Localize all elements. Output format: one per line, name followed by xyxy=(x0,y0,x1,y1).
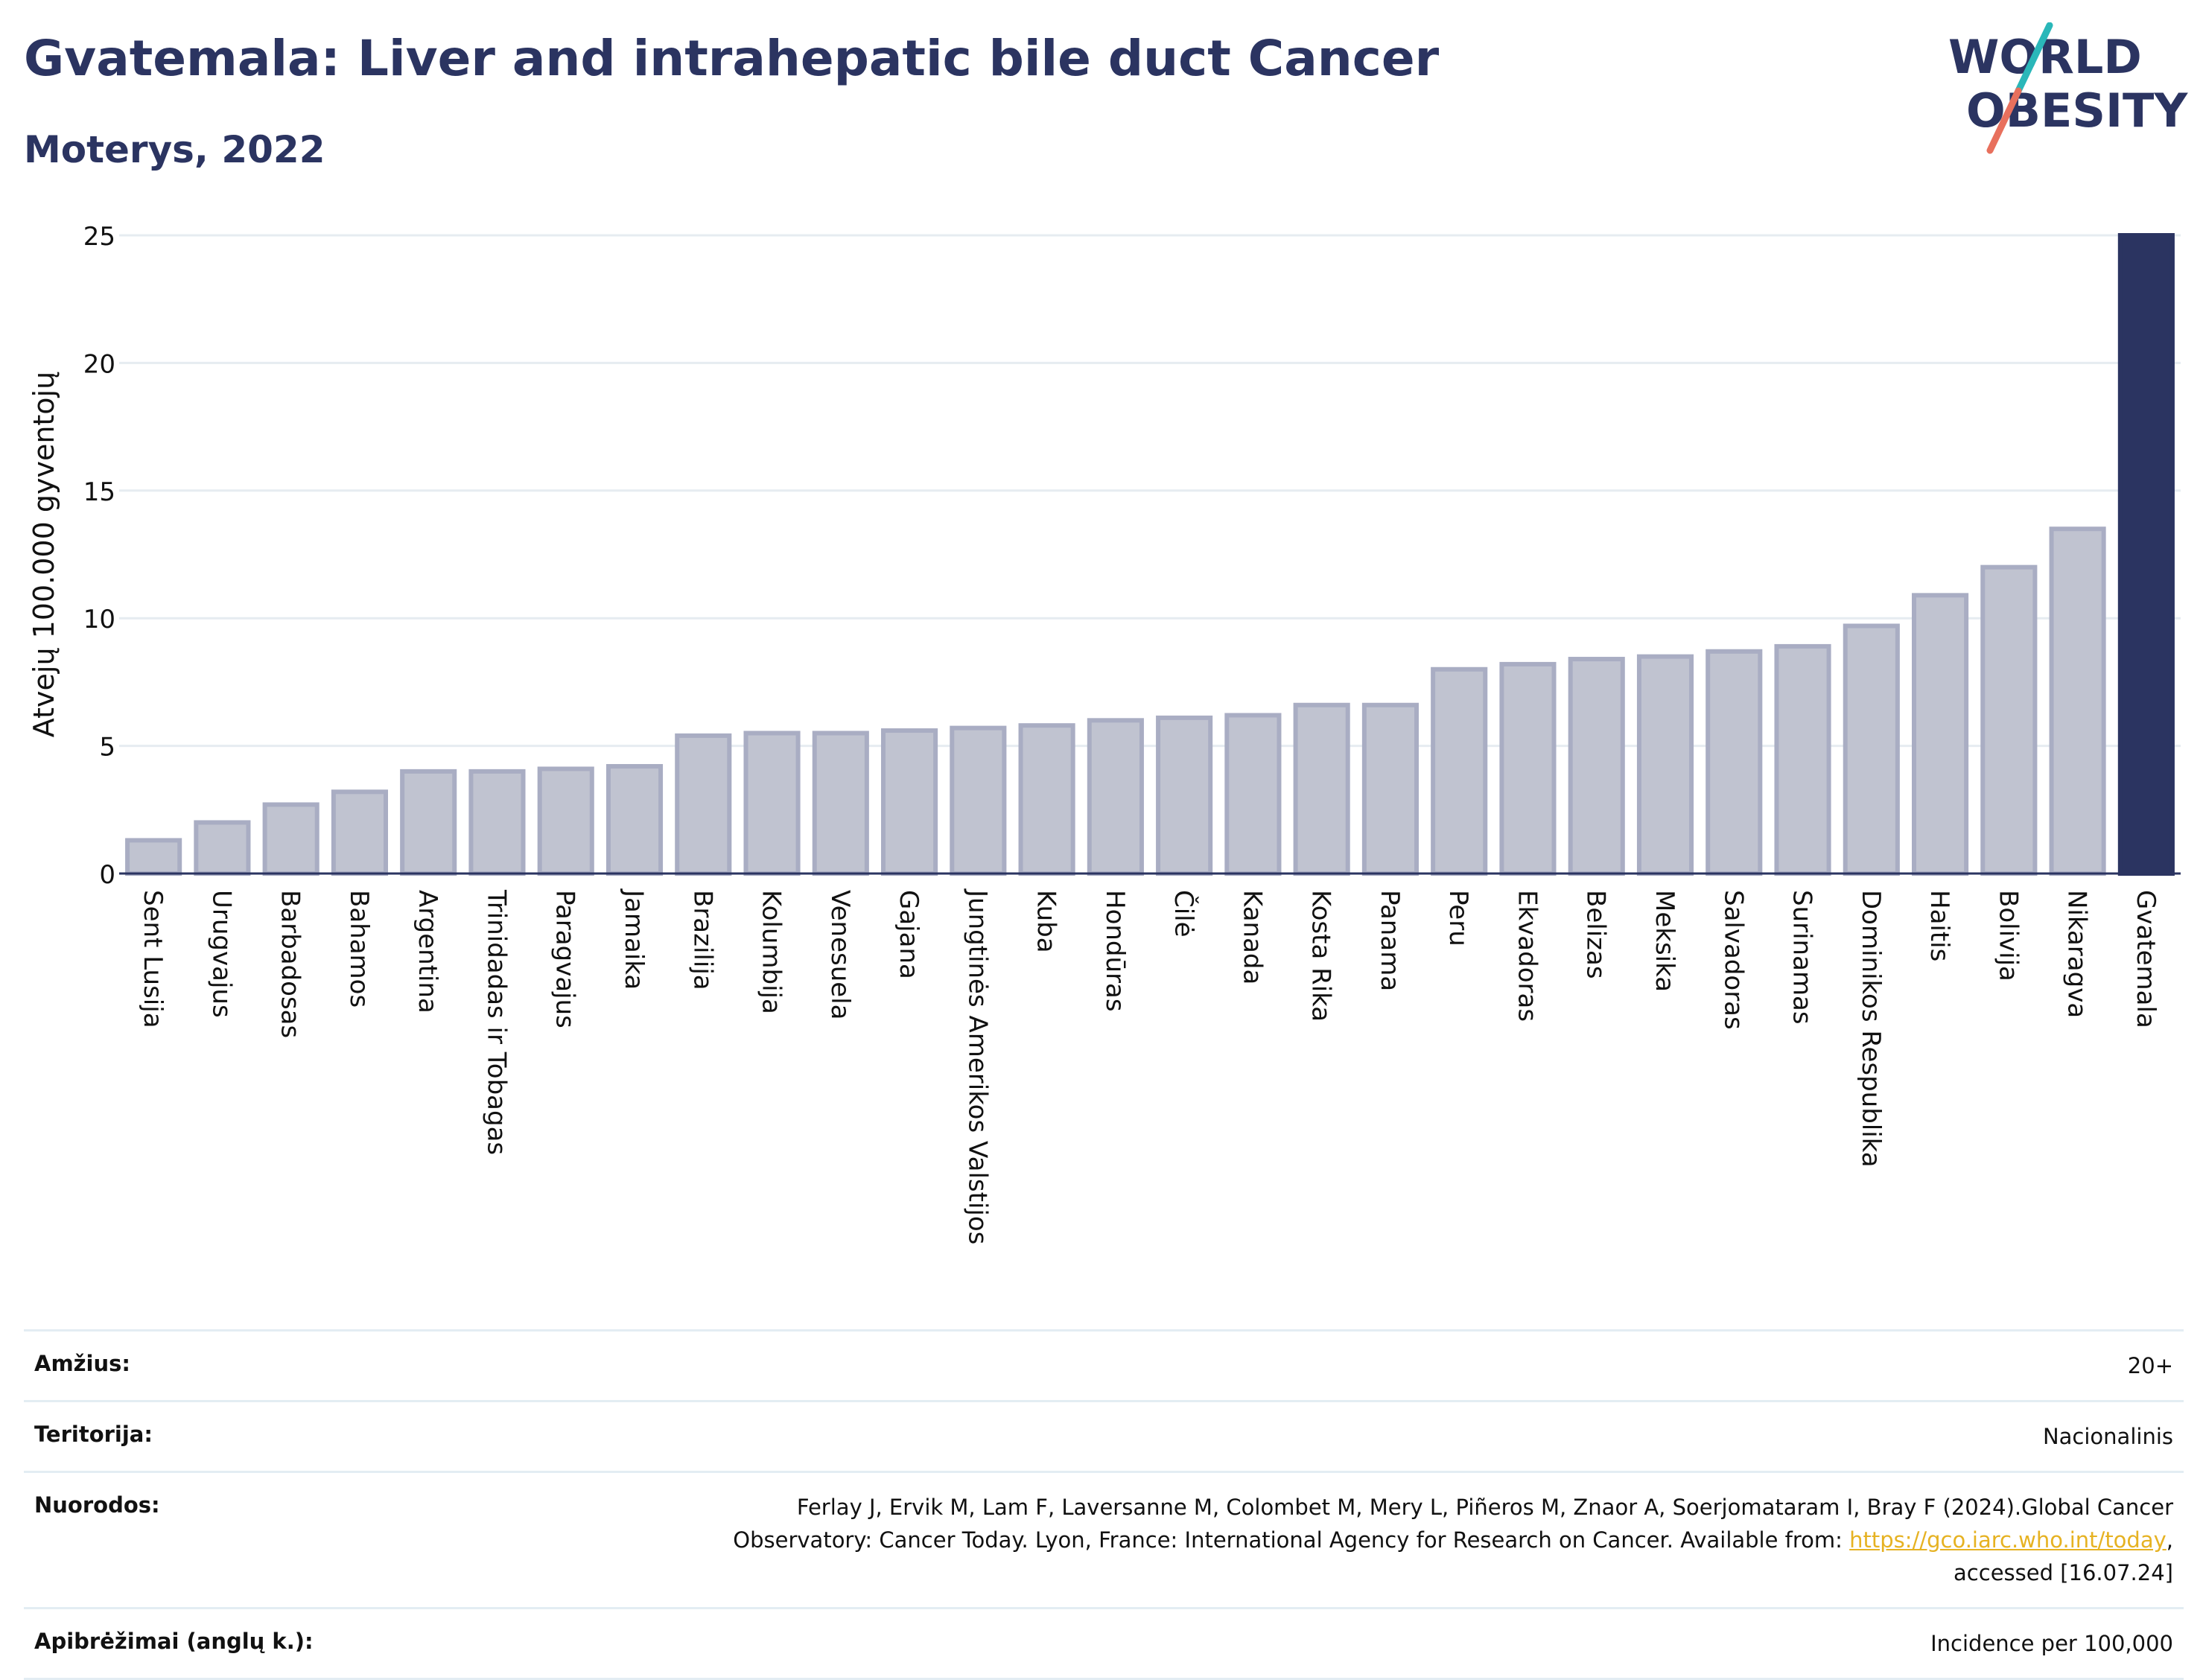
age-label: Amžius: xyxy=(34,1351,130,1376)
x-tick-label: Jungtinės Amerikos Valstijos xyxy=(962,888,992,1244)
bar-1 xyxy=(125,838,182,876)
bar-21 xyxy=(1499,661,1557,876)
bar-10 xyxy=(743,731,801,876)
bar-26 xyxy=(1843,623,1900,876)
bar-25 xyxy=(1774,643,1831,876)
info-table: Amžius: 20+ Teritorija: Nacionalinis Nuo… xyxy=(24,1329,2184,1680)
x-tick-label: Argentina xyxy=(413,890,442,1014)
x-tick-label: Urugvajus xyxy=(206,890,236,1018)
bar-17 xyxy=(1224,713,1282,876)
references-line-3: accessed [16.07.24] xyxy=(1954,1560,2173,1585)
y-tick-label: 20 xyxy=(83,349,115,379)
page-title: Gvatemala: Liver and intrahepatic bile d… xyxy=(24,30,1440,87)
info-row-definitions: Apibrėžimai (anglų k.): Incidence per 10… xyxy=(24,1607,2184,1680)
y-tick-label: 0 xyxy=(99,860,115,890)
x-tick-label: Panama xyxy=(1375,890,1405,991)
references-line-2: Observatory: Cancer Today. Lyon, France:… xyxy=(481,1524,2173,1556)
bar-6 xyxy=(468,769,526,876)
x-tick-label: Trinidadas ir Tobagas xyxy=(481,889,511,1155)
bar-22 xyxy=(1568,657,1625,876)
bar-8 xyxy=(605,764,664,876)
bar-30 xyxy=(2117,233,2175,876)
bar-15 xyxy=(1087,718,1144,876)
bar-20 xyxy=(1431,666,1488,876)
info-row-territory: Teritorija: Nacionalinis xyxy=(24,1400,2184,1471)
x-tick-label: Venesuela xyxy=(825,890,855,1019)
x-tick-label: Haitis xyxy=(1924,890,1954,961)
y-tick-label: 25 xyxy=(83,222,115,252)
references-line-2-text: Observatory: Cancer Today. Lyon, France:… xyxy=(733,1527,1850,1553)
x-tick-label: Barbadosas xyxy=(276,890,305,1038)
y-tick-label: 5 xyxy=(99,733,115,763)
x-tick-label: Kolumbija xyxy=(757,890,786,1014)
x-tick-label: Ekvadoras xyxy=(1512,890,1542,1022)
world-obesity-logo: WORLD OBESITY xyxy=(1948,22,2188,154)
bar-5 xyxy=(400,769,457,876)
x-tick-label: Kuba xyxy=(1031,890,1061,953)
info-row-age: Amžius: 20+ xyxy=(24,1329,2184,1400)
x-tick-label: Kosta Rika xyxy=(1306,890,1336,1022)
bar-28 xyxy=(1980,564,2038,876)
x-tick-label: Nikaragva xyxy=(2062,890,2092,1018)
y-tick-label: 10 xyxy=(83,605,115,634)
info-row-references: Nuorodos: Ferlay J, Ervik M, Lam F, Lave… xyxy=(24,1471,2184,1607)
y-axis-label: Atvejų 100.000 gyventojų xyxy=(28,372,60,737)
x-tick-label: Gvatemala xyxy=(2131,890,2161,1028)
x-tick-label: Gajana xyxy=(894,890,924,979)
x-tick-label: Paragvajus xyxy=(550,890,580,1028)
bar-11 xyxy=(812,731,869,876)
bar-4 xyxy=(331,789,388,876)
x-tick-label: Čilė xyxy=(1169,890,1199,938)
bar-24 xyxy=(1706,649,1763,876)
age-value: 20+ xyxy=(2127,1353,2173,1378)
definitions-label: Apibrėžimai (anglų k.): xyxy=(34,1629,314,1654)
bar-16 xyxy=(1156,715,1213,876)
bar-19 xyxy=(1361,702,1419,876)
definitions-value: Incidence per 100,000 xyxy=(1930,1631,2173,1656)
bar-14 xyxy=(1018,723,1075,876)
x-tick-label: Brazilija xyxy=(687,890,717,990)
bar-27 xyxy=(1912,593,1969,876)
y-tick-label: 15 xyxy=(83,477,115,507)
bar-3 xyxy=(262,802,320,876)
references-line-2-suffix: , xyxy=(2166,1527,2173,1553)
references-value: Ferlay J, Ervik M, Lam F, Laversanne M, … xyxy=(481,1491,2173,1589)
x-tick-label: Bolivija xyxy=(1993,890,2023,981)
references-line-1: Ferlay J, Ervik M, Lam F, Laversanne M, … xyxy=(796,1495,2173,1520)
x-tick-label: Belizas xyxy=(1581,890,1611,979)
x-tick-label: Surinamas xyxy=(1787,890,1817,1025)
territory-label: Teritorija: xyxy=(34,1422,153,1447)
x-tick-label: Jamaika xyxy=(619,888,649,990)
x-tick-label: Sent Lusija xyxy=(138,890,168,1028)
references-link[interactable]: https://gco.iarc.who.int/today xyxy=(1849,1527,2167,1553)
bar-9 xyxy=(675,733,732,876)
bar-12 xyxy=(881,728,938,876)
page-subtitle: Moterys, 2022 xyxy=(24,128,325,171)
x-tick-label: Salvadoras xyxy=(1718,890,1748,1030)
territory-value: Nacionalinis xyxy=(2042,1424,2173,1449)
x-tick-label: Kanada xyxy=(1237,890,1267,984)
x-tick-label: Dominikos Respublika xyxy=(1856,890,1886,1168)
bar-18 xyxy=(1293,702,1350,876)
x-tick-label: Peru xyxy=(1443,890,1473,946)
bar-13 xyxy=(950,725,1007,876)
x-tick-label: Meksika xyxy=(1650,890,1679,992)
bar-23 xyxy=(1636,654,1694,876)
references-label: Nuorodos: xyxy=(34,1492,160,1518)
bar-2 xyxy=(194,820,251,876)
bar-chart: 0 5 10 15 20 25 Atvejų 100.000 gyventojų Sent L… xyxy=(28,222,2181,1244)
x-tick-label: Bahamos xyxy=(344,890,374,1008)
bar-7 xyxy=(537,766,594,876)
bar-29 xyxy=(2049,526,2106,876)
x-tick-label: Hondūras xyxy=(1100,890,1130,1012)
